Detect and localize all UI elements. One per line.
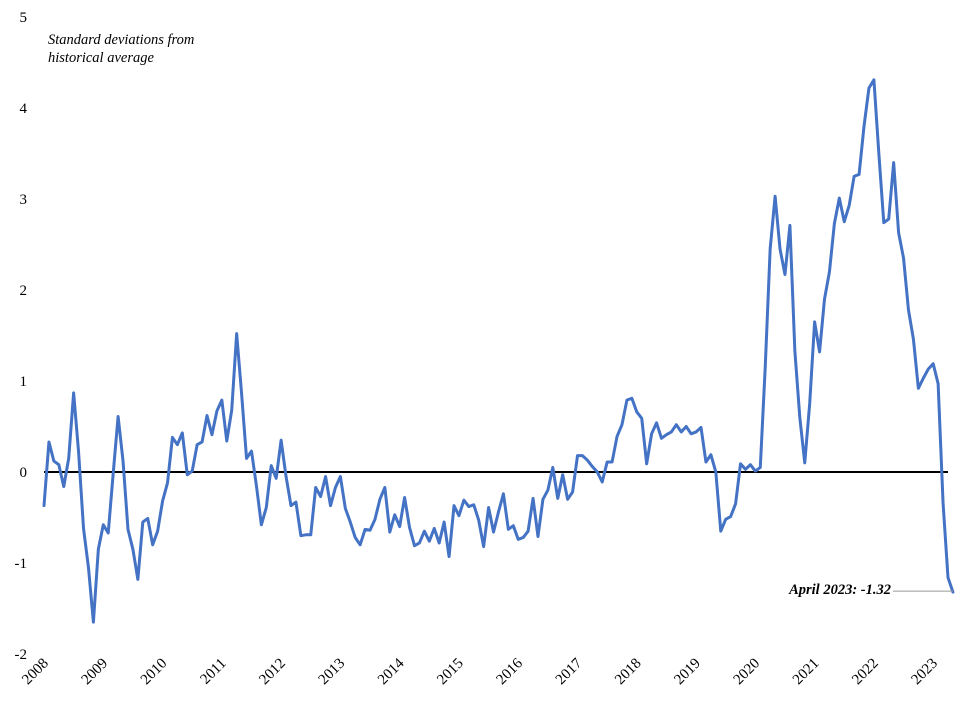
y-tick-label: -1 [15,556,28,572]
y-tick-label: 0 [20,465,28,481]
y-axis-tick-labels: 5 4 3 2 1 0 -1 -2 [15,10,28,663]
x-tick-label: 2022 [849,656,882,689]
x-tick-label: 2015 [434,656,467,689]
y-axis-label-line-1: Standard deviations from [48,32,194,48]
x-tick-label: 2012 [256,656,289,689]
x-tick-label: 2019 [671,656,704,689]
x-tick-label: 2009 [79,656,112,689]
x-tick-label: 2023 [908,656,941,689]
y-axis-label-line-2: historical average [48,50,154,66]
x-axis-tick-labels: 2008 2009 2010 2011 2012 2013 2014 2015 2016 2017… [19,655,941,688]
y-tick-label: 1 [20,374,28,390]
y-tick-label: 4 [20,101,28,117]
x-tick-label: 2021 [790,656,823,689]
x-tick-label: 2011 [198,656,230,688]
x-tick-label: 2020 [731,656,764,689]
x-tick-label: 2010 [138,656,171,689]
y-tick-label: -2 [15,647,28,663]
annotation-label: April 2023: -1.32 [788,582,891,598]
x-tick-label: 2013 [316,656,349,689]
x-tick-label: 2014 [375,655,408,688]
y-tick-label: 5 [20,10,28,26]
x-tick-label: 2018 [612,656,645,689]
y-tick-label: 2 [20,283,28,299]
x-tick-label: 2017 [553,655,586,688]
series-line [42,78,955,624]
y-tick-label: 3 [20,192,28,208]
x-tick-label: 2016 [494,655,527,688]
